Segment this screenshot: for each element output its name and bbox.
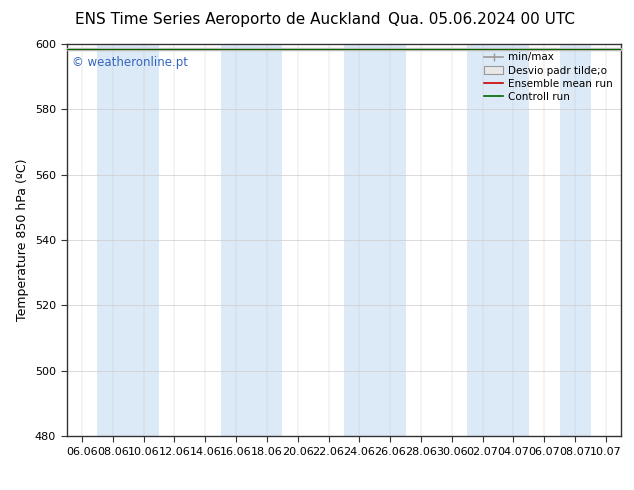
Legend: min/max, Desvio padr tilde;o, Ensemble mean run, Controll run: min/max, Desvio padr tilde;o, Ensemble m… — [481, 49, 616, 105]
Text: © weatheronline.pt: © weatheronline.pt — [72, 56, 188, 69]
Bar — [560, 44, 590, 436]
Bar — [467, 44, 529, 436]
Bar — [344, 44, 406, 436]
Bar — [221, 44, 282, 436]
Y-axis label: Temperature 850 hPa (ºC): Temperature 850 hPa (ºC) — [16, 159, 29, 321]
Text: Qua. 05.06.2024 00 UTC: Qua. 05.06.2024 00 UTC — [389, 12, 575, 27]
Bar — [98, 44, 159, 436]
Text: ENS Time Series Aeroporto de Auckland: ENS Time Series Aeroporto de Auckland — [75, 12, 381, 27]
